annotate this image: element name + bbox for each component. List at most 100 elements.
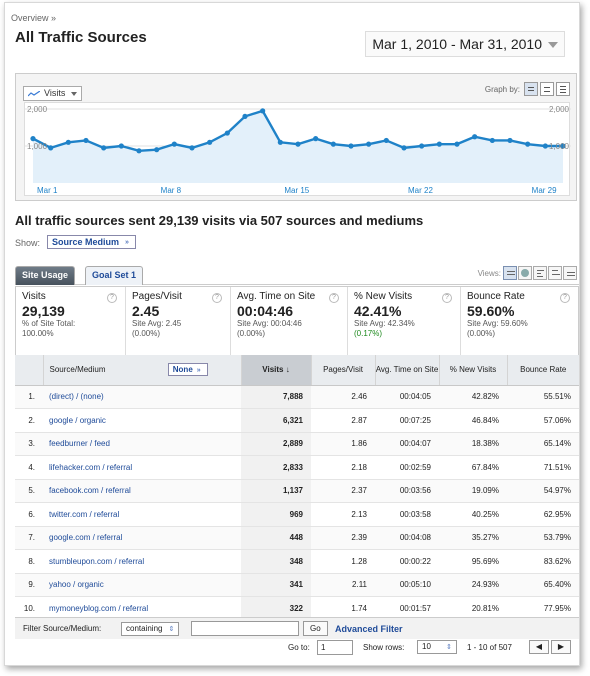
- pages-visit-cell: 2.37: [311, 479, 375, 503]
- data-point: [207, 139, 213, 145]
- comparison-view-icon[interactable]: [548, 266, 562, 280]
- table-row[interactable]: 2. google / organic 6,321 2.87 00:07:25 46.84…: [15, 408, 579, 433]
- help-icon[interactable]: ?: [107, 293, 117, 303]
- data-point: [65, 139, 71, 145]
- table-body: 1. (direct) / (none) 7,888 2.46 00:04:05 42.8…: [15, 385, 579, 621]
- dimension-selector[interactable]: Source Medium »: [47, 235, 137, 249]
- table-row[interactable]: 1. (direct) / (none) 7,888 2.46 00:04:05 42.8…: [15, 385, 579, 409]
- help-icon[interactable]: ?: [560, 293, 570, 303]
- bounce-rate-cell: 65.14%: [507, 432, 579, 456]
- source-medium-link[interactable]: feedburner / feed: [43, 432, 241, 456]
- y-tick-label-right: 1,000: [549, 142, 570, 151]
- filter-mode-select[interactable]: containing ⇕: [121, 622, 180, 636]
- chevron-down-icon: »: [196, 367, 201, 375]
- avg-time-header[interactable]: Avg. Time on Site: [375, 355, 440, 386]
- source-medium-link[interactable]: google.com / referral: [43, 526, 241, 550]
- show-rows-value: 10: [422, 642, 431, 651]
- x-tick-label: Mar 8: [161, 186, 182, 195]
- table-row[interactable]: 3. feedburner / feed 2,889 1.86 00:04:07 18.3…: [15, 432, 579, 456]
- help-icon[interactable]: ?: [329, 293, 339, 303]
- x-tick-label: Mar 1: [37, 186, 58, 195]
- data-point: [242, 113, 248, 119]
- source-medium-link[interactable]: facebook.com / referral: [43, 479, 241, 503]
- visits-header[interactable]: Visits ↓: [241, 355, 312, 386]
- table-row[interactable]: 10. mymoneyblog.com / referral 322 1.74 00:0…: [15, 596, 579, 621]
- pages-visit-header[interactable]: Pages/Visit: [311, 355, 376, 386]
- x-tick-label: Mar 29: [532, 186, 557, 195]
- source-medium-header[interactable]: Source/Medium None»: [43, 355, 242, 386]
- next-page-button[interactable]: ▶: [551, 640, 571, 654]
- graph-by-label: Graph by:: [484, 85, 520, 94]
- table-row[interactable]: 8. stumbleupon.com / referral 348 1.28 00:00…: [15, 549, 579, 574]
- new-visits-cell: 24.93%: [439, 573, 507, 597]
- show-rows-select[interactable]: 10 ⇕: [417, 640, 457, 654]
- date-range-selector[interactable]: Mar 1, 2010 - Mar 31, 2010: [365, 31, 565, 57]
- source-medium-link[interactable]: yahoo / organic: [43, 573, 241, 597]
- data-point: [30, 136, 36, 142]
- visits-cell: 2,889: [241, 432, 311, 456]
- chevron-down-icon: »: [125, 239, 129, 246]
- scorecard-sub: Site Avg: 59.60%: [467, 319, 528, 328]
- table-view-icon[interactable]: [503, 266, 517, 280]
- row-index: 4.: [15, 455, 43, 480]
- prev-page-button[interactable]: ◀: [529, 640, 549, 654]
- table-row[interactable]: 9. yahoo / organic 341 2.11 00:05:10 24.93% 65…: [15, 573, 579, 597]
- graph-by-month-button[interactable]: [556, 82, 570, 96]
- data-point: [118, 143, 124, 149]
- row-index: 6.: [15, 502, 43, 527]
- pie-view-icon[interactable]: [518, 266, 532, 280]
- breadcrumb[interactable]: Overview »: [11, 13, 57, 23]
- scorecard-sub2: 100.00%: [22, 329, 54, 338]
- views-label: Views:: [477, 269, 501, 278]
- data-point: [224, 130, 230, 136]
- scorecard-value: 2.45: [132, 303, 160, 319]
- data-point: [454, 141, 460, 147]
- secondary-dimension-selector[interactable]: None»: [167, 363, 208, 377]
- bounce-rate-cell: 83.62%: [507, 549, 579, 574]
- table-row[interactable]: 6. twitter.com / referral 969 2.13 00:03:58 4…: [15, 502, 579, 527]
- pivot-view-icon[interactable]: [563, 266, 577, 280]
- new-visits-cell: 35.27%: [439, 526, 507, 550]
- scorecard-pages-visit: Pages/Visit 2.45 Site Avg: 2.45 (0.00%) …: [126, 287, 231, 355]
- source-medium-header-label: Source/Medium: [49, 365, 106, 375]
- new-visits-cell: 46.84%: [439, 408, 507, 433]
- graph-by-week-button[interactable]: [540, 82, 554, 96]
- table-row[interactable]: 5. facebook.com / referral 1,137 2.37 00:03:…: [15, 479, 579, 503]
- help-icon[interactable]: ?: [212, 293, 222, 303]
- visits-area: [33, 110, 563, 183]
- table-row[interactable]: 4. lifehacker.com / referral 2,833 2.18 00:0…: [15, 455, 579, 480]
- source-medium-link[interactable]: twitter.com / referral: [43, 502, 241, 527]
- data-point: [489, 137, 495, 144]
- source-medium-link[interactable]: stumbleupon.com / referral: [43, 549, 241, 574]
- date-range-value: Mar 1, 2010 - Mar 31, 2010: [372, 36, 542, 52]
- source-medium-link[interactable]: (direct) / (none): [43, 385, 241, 409]
- source-medium-link[interactable]: google / organic: [43, 408, 241, 433]
- avg-time-cell: 00:04:05: [375, 385, 439, 409]
- help-icon[interactable]: ?: [442, 293, 452, 303]
- avg-time-cell: 00:05:10: [375, 573, 439, 597]
- bounce-rate-header[interactable]: Bounce Rate: [507, 355, 579, 386]
- tab-goal-set-1[interactable]: Goal Set 1: [85, 266, 144, 285]
- filter-go-button[interactable]: Go: [303, 621, 328, 636]
- source-medium-link[interactable]: lifehacker.com / referral: [43, 455, 241, 480]
- new-visits-header[interactable]: % New Visits: [439, 355, 508, 386]
- data-point: [560, 143, 566, 149]
- performance-view-icon[interactable]: [533, 266, 547, 280]
- chevron-down-icon: ⇕: [446, 644, 452, 651]
- visits-chart-svg: Mar 1 Mar 8 Mar 15 Mar 22 Mar 29 2,000 2,000 1,…: [25, 105, 571, 195]
- chevron-down-icon: [71, 92, 78, 96]
- goto-input[interactable]: 1: [317, 640, 353, 655]
- graph-by-day-button[interactable]: [524, 82, 538, 96]
- data-point: [472, 134, 478, 140]
- advanced-filter-link[interactable]: Advanced Filter: [335, 624, 403, 634]
- filter-input[interactable]: [191, 621, 299, 636]
- visits-cell: 6,321: [241, 408, 311, 433]
- table-row[interactable]: 7. google.com / referral 448 2.39 00:04:08 35…: [15, 526, 579, 550]
- analytics-window: Overview » All Traffic Sources Mar 1, 20…: [4, 2, 580, 666]
- visits-cell: 448: [241, 526, 311, 550]
- graph-metric-selector[interactable]: Visits: [23, 86, 83, 101]
- line-chart-icon: [28, 91, 40, 97]
- filter-label: Filter Source/Medium:: [23, 624, 102, 633]
- row-index: 5.: [15, 479, 43, 503]
- tab-site-usage[interactable]: Site Usage: [15, 266, 76, 285]
